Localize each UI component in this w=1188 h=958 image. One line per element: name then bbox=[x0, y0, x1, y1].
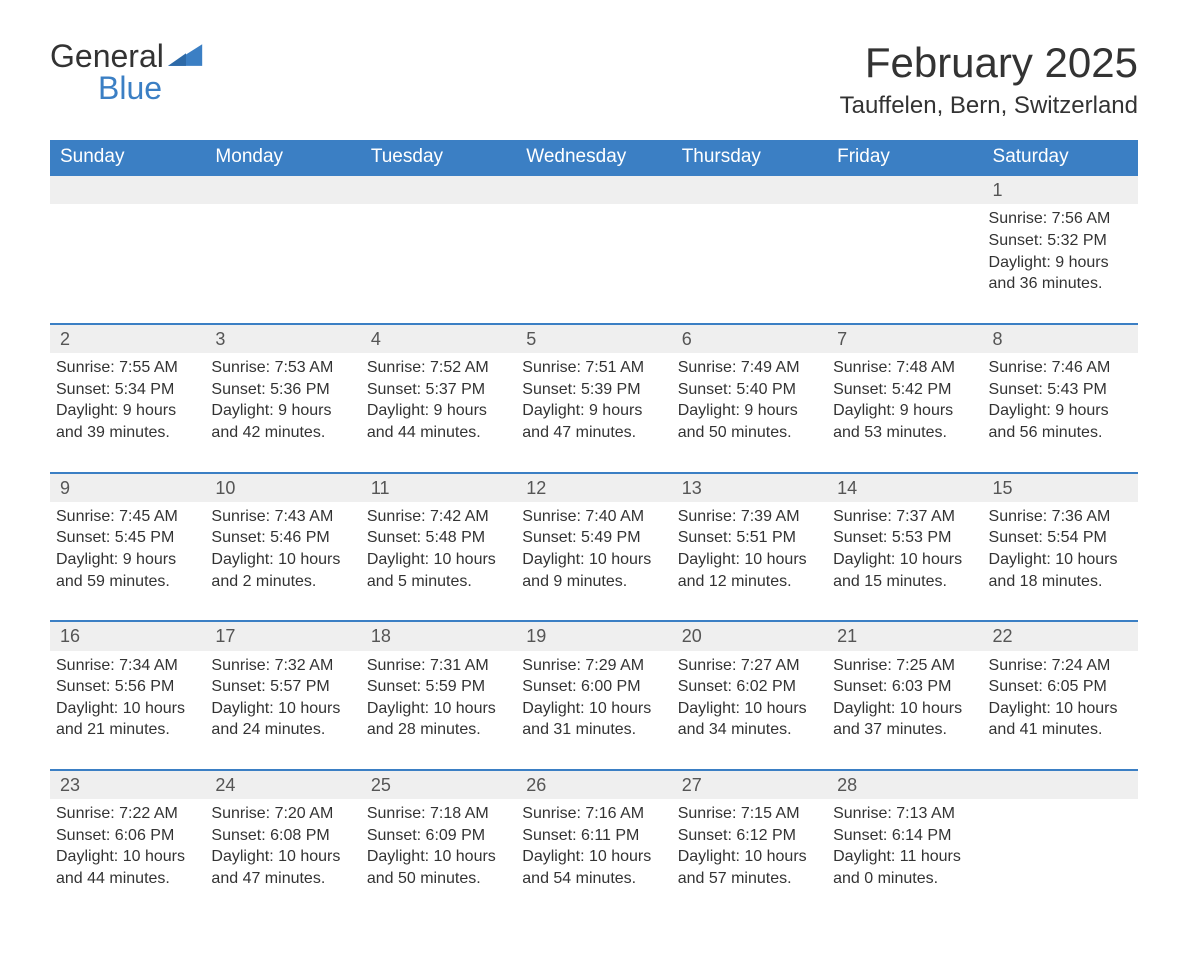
day-detail bbox=[205, 204, 360, 323]
day-number bbox=[983, 770, 1138, 799]
day-number: 25 bbox=[361, 770, 516, 799]
day-detail: Sunrise: 7:43 AMSunset: 5:46 PMDaylight:… bbox=[205, 502, 360, 621]
day-detail: Sunrise: 7:13 AMSunset: 6:14 PMDaylight:… bbox=[827, 799, 982, 917]
brand-word2: Blue bbox=[98, 70, 162, 106]
day-detail bbox=[516, 204, 671, 323]
day-detail: Sunrise: 7:20 AMSunset: 6:08 PMDaylight:… bbox=[205, 799, 360, 917]
day-detail: Sunrise: 7:45 AMSunset: 5:45 PMDaylight:… bbox=[50, 502, 205, 621]
day-detail: Sunrise: 7:36 AMSunset: 5:54 PMDaylight:… bbox=[983, 502, 1138, 621]
day-number: 6 bbox=[672, 324, 827, 353]
day-number bbox=[827, 175, 982, 204]
day-detail: Sunrise: 7:15 AMSunset: 6:12 PMDaylight:… bbox=[672, 799, 827, 917]
weekday-header: Sunday bbox=[50, 140, 205, 175]
day-detail: Sunrise: 7:39 AMSunset: 5:51 PMDaylight:… bbox=[672, 502, 827, 621]
sail-icon bbox=[168, 44, 204, 68]
day-detail: Sunrise: 7:42 AMSunset: 5:48 PMDaylight:… bbox=[361, 502, 516, 621]
location: Tauffelen, Bern, Switzerland bbox=[840, 92, 1138, 120]
day-number-row: 232425262728 bbox=[50, 770, 1138, 799]
brand-word1: General bbox=[50, 38, 164, 74]
day-detail: Sunrise: 7:25 AMSunset: 6:03 PMDaylight:… bbox=[827, 651, 982, 770]
brand-logo: General Blue bbox=[50, 40, 204, 104]
day-detail: Sunrise: 7:22 AMSunset: 6:06 PMDaylight:… bbox=[50, 799, 205, 917]
day-detail: Sunrise: 7:52 AMSunset: 5:37 PMDaylight:… bbox=[361, 353, 516, 472]
day-detail: Sunrise: 7:31 AMSunset: 5:59 PMDaylight:… bbox=[361, 651, 516, 770]
day-detail: Sunrise: 7:27 AMSunset: 6:02 PMDaylight:… bbox=[672, 651, 827, 770]
day-number: 7 bbox=[827, 324, 982, 353]
day-detail: Sunrise: 7:32 AMSunset: 5:57 PMDaylight:… bbox=[205, 651, 360, 770]
day-number: 21 bbox=[827, 621, 982, 650]
day-number: 14 bbox=[827, 473, 982, 502]
day-detail-row: Sunrise: 7:22 AMSunset: 6:06 PMDaylight:… bbox=[50, 799, 1138, 917]
day-number: 4 bbox=[361, 324, 516, 353]
day-number-row: 2345678 bbox=[50, 324, 1138, 353]
day-number: 17 bbox=[205, 621, 360, 650]
day-number bbox=[50, 175, 205, 204]
day-detail bbox=[983, 799, 1138, 917]
day-detail-row: Sunrise: 7:34 AMSunset: 5:56 PMDaylight:… bbox=[50, 651, 1138, 770]
day-number bbox=[672, 175, 827, 204]
day-number: 28 bbox=[827, 770, 982, 799]
weekday-header: Saturday bbox=[983, 140, 1138, 175]
day-number: 16 bbox=[50, 621, 205, 650]
day-number: 22 bbox=[983, 621, 1138, 650]
day-number bbox=[361, 175, 516, 204]
day-detail: Sunrise: 7:53 AMSunset: 5:36 PMDaylight:… bbox=[205, 353, 360, 472]
day-number: 18 bbox=[361, 621, 516, 650]
day-number: 3 bbox=[205, 324, 360, 353]
title-block: February 2025 Tauffelen, Bern, Switzerla… bbox=[840, 40, 1138, 120]
day-number bbox=[205, 175, 360, 204]
month-title: February 2025 bbox=[840, 40, 1138, 86]
day-detail: Sunrise: 7:51 AMSunset: 5:39 PMDaylight:… bbox=[516, 353, 671, 472]
weekday-header: Tuesday bbox=[361, 140, 516, 175]
day-detail: Sunrise: 7:46 AMSunset: 5:43 PMDaylight:… bbox=[983, 353, 1138, 472]
day-detail bbox=[361, 204, 516, 323]
day-detail-row: Sunrise: 7:56 AMSunset: 5:32 PMDaylight:… bbox=[50, 204, 1138, 323]
weekday-header: Friday bbox=[827, 140, 982, 175]
day-detail: Sunrise: 7:40 AMSunset: 5:49 PMDaylight:… bbox=[516, 502, 671, 621]
day-detail: Sunrise: 7:48 AMSunset: 5:42 PMDaylight:… bbox=[827, 353, 982, 472]
calendar-table: Sunday Monday Tuesday Wednesday Thursday… bbox=[50, 140, 1138, 917]
weekday-header: Wednesday bbox=[516, 140, 671, 175]
day-detail bbox=[827, 204, 982, 323]
weekday-header: Monday bbox=[205, 140, 360, 175]
brand-text: General Blue bbox=[50, 40, 164, 104]
day-detail: Sunrise: 7:56 AMSunset: 5:32 PMDaylight:… bbox=[983, 204, 1138, 323]
day-number: 15 bbox=[983, 473, 1138, 502]
day-number-row: 16171819202122 bbox=[50, 621, 1138, 650]
header: General Blue February 2025 Tauffelen, Be… bbox=[50, 40, 1138, 120]
day-number: 2 bbox=[50, 324, 205, 353]
day-number: 26 bbox=[516, 770, 671, 799]
day-detail: Sunrise: 7:29 AMSunset: 6:00 PMDaylight:… bbox=[516, 651, 671, 770]
day-number: 9 bbox=[50, 473, 205, 502]
day-detail bbox=[672, 204, 827, 323]
day-detail: Sunrise: 7:18 AMSunset: 6:09 PMDaylight:… bbox=[361, 799, 516, 917]
day-number: 19 bbox=[516, 621, 671, 650]
day-detail-row: Sunrise: 7:55 AMSunset: 5:34 PMDaylight:… bbox=[50, 353, 1138, 472]
day-number: 24 bbox=[205, 770, 360, 799]
day-number: 20 bbox=[672, 621, 827, 650]
day-detail: Sunrise: 7:37 AMSunset: 5:53 PMDaylight:… bbox=[827, 502, 982, 621]
day-detail bbox=[50, 204, 205, 323]
day-detail: Sunrise: 7:55 AMSunset: 5:34 PMDaylight:… bbox=[50, 353, 205, 472]
day-number: 23 bbox=[50, 770, 205, 799]
day-detail-row: Sunrise: 7:45 AMSunset: 5:45 PMDaylight:… bbox=[50, 502, 1138, 621]
day-number: 27 bbox=[672, 770, 827, 799]
day-number bbox=[516, 175, 671, 204]
day-detail: Sunrise: 7:49 AMSunset: 5:40 PMDaylight:… bbox=[672, 353, 827, 472]
day-number: 1 bbox=[983, 175, 1138, 204]
day-number-row: 9101112131415 bbox=[50, 473, 1138, 502]
day-number: 10 bbox=[205, 473, 360, 502]
weekday-header: Thursday bbox=[672, 140, 827, 175]
day-number: 5 bbox=[516, 324, 671, 353]
weekday-header-row: Sunday Monday Tuesday Wednesday Thursday… bbox=[50, 140, 1138, 175]
day-number-row: 1 bbox=[50, 175, 1138, 204]
day-number: 8 bbox=[983, 324, 1138, 353]
day-number: 11 bbox=[361, 473, 516, 502]
day-number: 12 bbox=[516, 473, 671, 502]
day-detail: Sunrise: 7:16 AMSunset: 6:11 PMDaylight:… bbox=[516, 799, 671, 917]
day-detail: Sunrise: 7:34 AMSunset: 5:56 PMDaylight:… bbox=[50, 651, 205, 770]
day-number: 13 bbox=[672, 473, 827, 502]
day-detail: Sunrise: 7:24 AMSunset: 6:05 PMDaylight:… bbox=[983, 651, 1138, 770]
